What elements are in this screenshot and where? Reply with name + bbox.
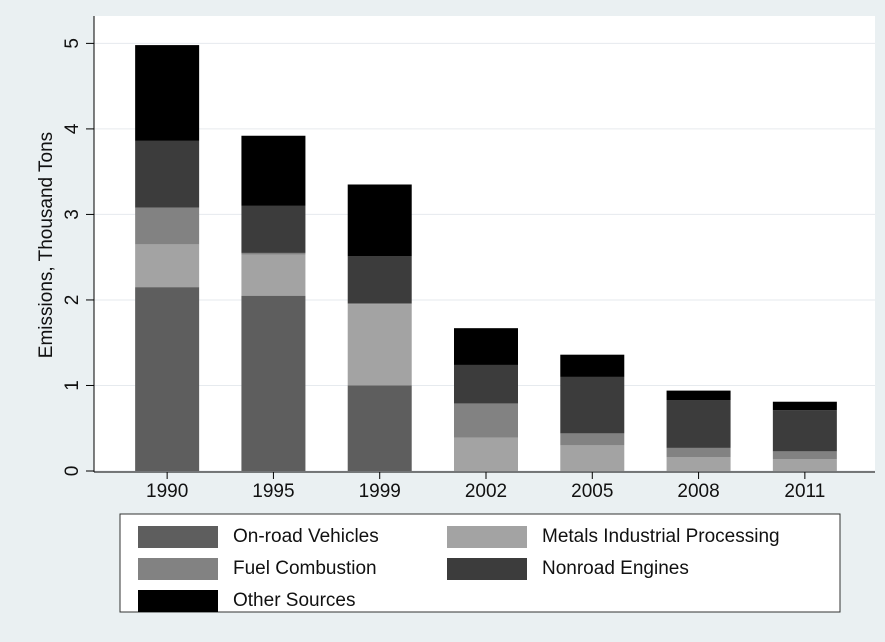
bar-segment: [560, 376, 625, 434]
legend-label: On-road Vehicles: [233, 526, 379, 547]
bar-segment: [135, 244, 200, 288]
bar-segment: [347, 256, 412, 304]
legend-swatch: [138, 558, 218, 580]
bar-segment: [241, 295, 306, 471]
bar-segment: [135, 45, 200, 141]
bar-segment: [772, 410, 837, 452]
bar-segment: [347, 184, 412, 257]
y-tick-label: 4: [62, 123, 83, 134]
legend-swatch: [447, 558, 527, 580]
y-tick-label: 2: [62, 295, 83, 306]
bar-segment: [666, 400, 731, 448]
bar-segment: [241, 252, 306, 255]
bar-segment: [347, 385, 412, 471]
y-tick-label: 3: [62, 209, 83, 220]
bar-segment: [560, 445, 625, 471]
x-tick-label: 2011: [784, 481, 825, 502]
x-tick-label: 2002: [465, 481, 507, 502]
bar-segment: [347, 303, 412, 305]
bar-segment: [772, 459, 837, 471]
bar-segment: [135, 287, 200, 471]
y-tick-label: 0: [62, 466, 83, 477]
legend-swatch: [447, 526, 527, 548]
bar-segment: [560, 354, 625, 377]
bar-segment: [772, 401, 837, 411]
bar-segment: [666, 457, 731, 471]
bar-segment: [135, 140, 200, 208]
y-axis-label: Emissions, Thousand Tons: [36, 132, 57, 358]
legend-label: Other Sources: [233, 590, 356, 611]
bar-segment: [666, 447, 731, 458]
legend-label: Nonroad Engines: [542, 558, 689, 579]
x-tick-label: 1999: [359, 481, 401, 502]
legend-label: Fuel Combustion: [233, 558, 377, 579]
bar-segment: [347, 304, 412, 386]
bar-segment: [772, 451, 837, 460]
bar-segment: [454, 364, 518, 404]
bar-segment: [241, 254, 306, 296]
bar-segment: [135, 207, 200, 245]
bar-segment: [560, 433, 625, 446]
bar-segment: [241, 205, 306, 253]
x-tick-label: 2005: [571, 481, 613, 502]
x-tick-label: 1995: [252, 481, 294, 502]
bar-segment: [454, 328, 518, 365]
legend-swatch: [138, 526, 218, 548]
bar-segment: [666, 390, 731, 401]
bar-segment: [454, 437, 518, 471]
bar-segment: [241, 135, 306, 206]
x-tick-label: 1990: [146, 481, 188, 502]
y-tick-label: 5: [62, 38, 83, 49]
y-tick-label: 1: [62, 380, 83, 391]
x-tick-label: 2008: [677, 481, 719, 502]
legend-swatch: [138, 590, 218, 612]
legend-label: Metals Industrial Processing: [542, 526, 780, 547]
bar-segment: [454, 403, 518, 438]
